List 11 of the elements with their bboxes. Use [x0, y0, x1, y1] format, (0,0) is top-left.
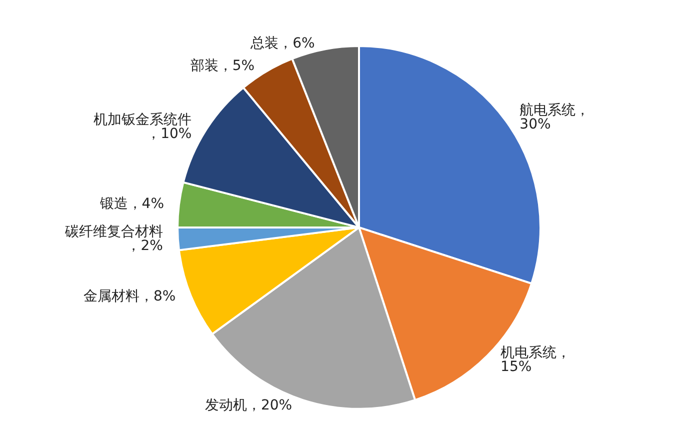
slice-label: 发动机，20% [204, 398, 292, 414]
slice-label: 总装，6% [250, 35, 315, 52]
slice-label: 机电系统，15% [500, 344, 571, 375]
slice-label: 碳纤维复合材料 [64, 224, 163, 240]
data-label: ，10% [146, 126, 192, 142]
slice-label: 航电系统，30% [520, 102, 590, 132]
slice-label: 部装，5% [190, 58, 255, 74]
data-label: ，2% [126, 238, 163, 254]
slice-label: 机加钣金系统件 [94, 112, 192, 128]
slice-label: 金属材料，8% [83, 288, 176, 304]
slice-label: 锻造，4% [98, 196, 164, 212]
